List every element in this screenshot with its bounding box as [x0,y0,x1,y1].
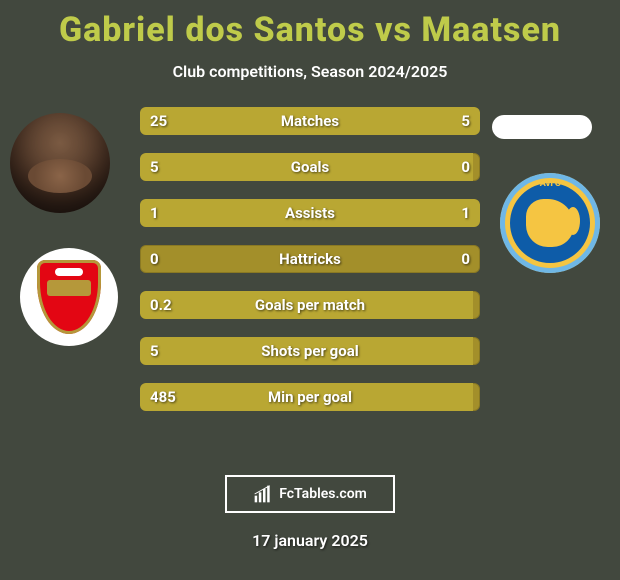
stat-bar: 255Matches [140,107,480,135]
stat-label: Matches [140,107,480,135]
stat-label: Hattricks [140,245,480,273]
date-text: 17 january 2025 [0,531,620,550]
stat-label: Assists [140,199,480,227]
page-title: Gabriel dos Santos vs Maatsen [0,0,620,50]
brand-text: FcTables.com [279,486,367,502]
comparison-stage: AVFC 255Matches 50Goals 11Assists 00Hattric… [0,103,620,433]
avfc-label: AVFC [540,179,560,189]
player-right-avatar-placeholder [492,115,592,139]
brand-badge: FcTables.com [225,475,395,513]
stat-label: Min per goal [140,383,480,411]
stat-bar: 485Min per goal [140,383,480,411]
stat-bar: 5Shots per goal [140,337,480,365]
stat-bars: 255Matches 50Goals 11Assists 00Hattricks 0.2… [140,107,480,411]
player-left-avatar [10,113,110,213]
player-left-club-crest [20,248,118,346]
stat-label: Goals [140,153,480,181]
stat-bar: 00Hattricks [140,245,480,273]
stat-label: Shots per goal [140,337,480,365]
player-right-club-crest: AVFC [500,173,600,273]
subtitle: Club competitions, Season 2024/2025 [0,62,620,81]
stat-bar: 50Goals [140,153,480,181]
stat-bar: 11Assists [140,199,480,227]
chart-bars-icon [253,484,273,504]
arsenal-crest-icon [37,260,101,334]
avfc-crest-icon [526,199,574,247]
stat-label: Goals per match [140,291,480,319]
stat-bar: 0.2Goals per match [140,291,480,319]
